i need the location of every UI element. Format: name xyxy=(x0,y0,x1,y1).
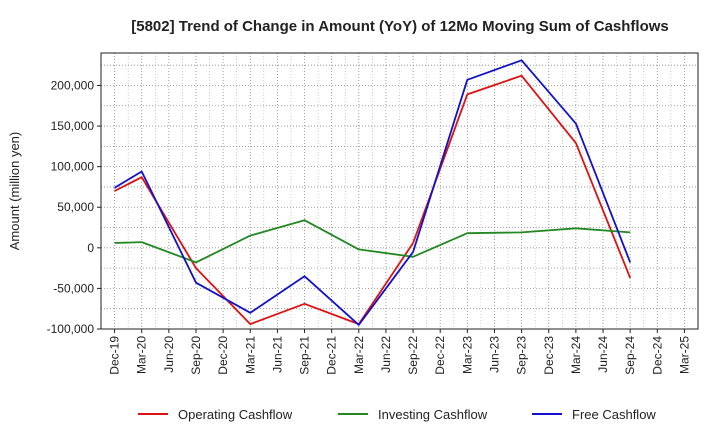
x-tick-label: Sep-20 xyxy=(189,336,203,375)
x-tick-label: Jun-23 xyxy=(487,336,501,373)
y-tick-label: -100,000 xyxy=(47,322,95,336)
y-axis: -100,000 -50,000 0 50,000 100,000 150,000 200,… xyxy=(47,78,101,336)
x-tick-label: Jun-22 xyxy=(379,336,393,373)
y-axis-label: Amount (million yen) xyxy=(7,132,22,251)
x-tick-label: Mar-20 xyxy=(135,336,149,374)
x-tick-label: Mar-25 xyxy=(677,336,691,374)
x-tick-label: Sep-23 xyxy=(515,336,529,375)
y-tick-label: 0 xyxy=(87,241,94,255)
x-axis: Dec-19 Mar-20 Jun-20 Sep-20 Dec-20 Mar-21 Jun-… xyxy=(108,329,691,375)
x-tick-label: Dec-24 xyxy=(650,336,664,375)
x-tick-label: Dec-21 xyxy=(325,336,339,375)
legend-label-investing-cashflow: Investing Cashflow xyxy=(378,407,488,422)
series-line-free-cashflow xyxy=(114,59,632,326)
x-tick-label: Sep-24 xyxy=(623,336,637,375)
y-tick-label: -50,000 xyxy=(53,281,94,295)
legend-label-operating-cashflow: Operating Cashflow xyxy=(178,407,293,422)
y-tick-label: 100,000 xyxy=(51,160,95,174)
x-tick-label: Mar-24 xyxy=(569,336,583,374)
x-tick-label: Mar-22 xyxy=(352,336,366,374)
chart-title: [5802] Trend of Change in Amount (YoY) o… xyxy=(131,18,669,35)
x-tick-label: Dec-20 xyxy=(216,336,230,375)
x-tick-label: Dec-19 xyxy=(108,336,122,375)
x-tick-label: Sep-22 xyxy=(406,336,420,375)
grid xyxy=(100,53,699,330)
y-tick-label: 200,000 xyxy=(51,78,95,92)
y-tick-label: 50,000 xyxy=(57,200,94,214)
legend-label-free-cashflow: Free Cashflow xyxy=(572,407,656,422)
x-tick-label: Mar-23 xyxy=(460,336,474,374)
x-tick-label: Sep-21 xyxy=(298,336,312,375)
legend: Operating Cashflow Investing Cashflow Free… xyxy=(138,407,656,422)
y-tick-label: 150,000 xyxy=(51,119,95,133)
x-tick-label: Jun-21 xyxy=(270,336,284,373)
series-line-investing-cashflow xyxy=(114,219,631,264)
x-tick-label: Mar-21 xyxy=(243,336,257,374)
series-line-operating-cashflow xyxy=(114,74,632,326)
series-lines xyxy=(114,59,632,326)
x-tick-label: Dec-22 xyxy=(433,336,447,375)
x-tick-label: Jun-20 xyxy=(162,336,176,373)
plot-area-frame xyxy=(100,52,699,330)
x-tick-label: Dec-23 xyxy=(542,336,556,375)
x-tick-label: Jun-24 xyxy=(596,336,610,373)
